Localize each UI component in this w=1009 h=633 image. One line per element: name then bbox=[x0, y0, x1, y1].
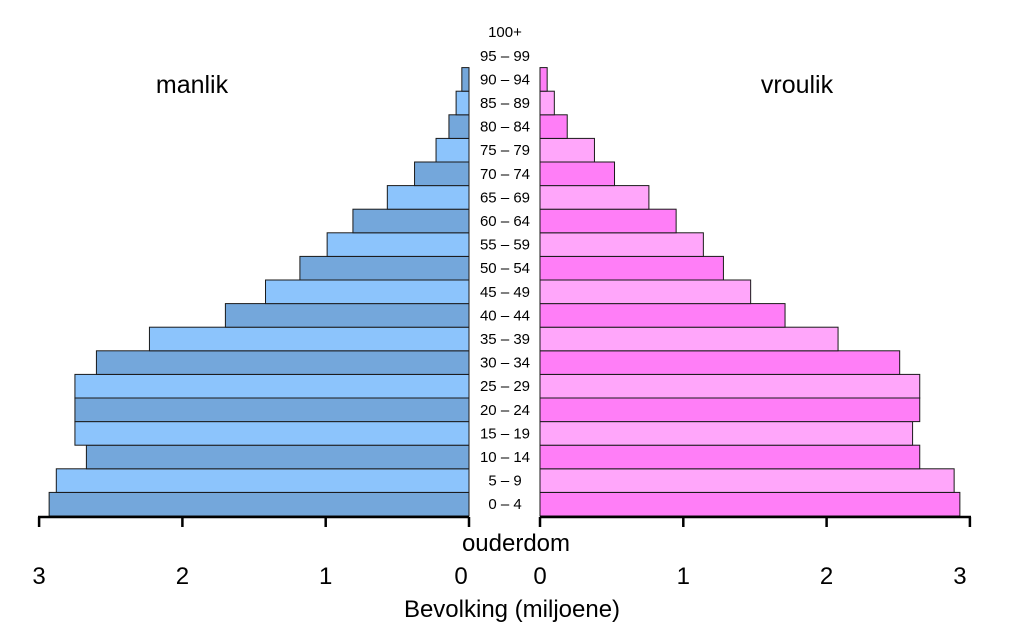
bar-female-16 bbox=[539, 114, 568, 139]
bar-male-7 bbox=[148, 326, 470, 352]
age-label-9: 45 – 49 bbox=[480, 284, 530, 301]
age-axis-title: ouderdom bbox=[462, 530, 570, 557]
bar-female-11 bbox=[539, 232, 704, 257]
age-label-8: 40 – 44 bbox=[480, 307, 530, 324]
population-axis-title: Bevolking (miljoene) bbox=[404, 596, 620, 623]
age-label-14: 70 – 74 bbox=[480, 166, 530, 183]
age-label-12: 60 – 64 bbox=[480, 213, 530, 230]
bar-male-13 bbox=[386, 185, 470, 210]
age-label-16: 80 – 84 bbox=[480, 119, 530, 136]
age-label-4: 20 – 24 bbox=[480, 402, 530, 419]
bar-female-14 bbox=[539, 161, 616, 187]
axis-tick-labels: 3 2 1 0 0 1 2 3 bbox=[32, 563, 966, 590]
tick-label-right-3: 3 bbox=[953, 563, 966, 590]
bar-female-10 bbox=[539, 255, 724, 281]
age-label-18: 90 – 94 bbox=[480, 71, 530, 88]
bar-female-9 bbox=[539, 279, 752, 305]
male-series-label: manlik bbox=[156, 71, 229, 99]
tick-label-left-0: 3 bbox=[32, 563, 45, 590]
age-label-0: 0 – 4 bbox=[488, 496, 521, 513]
bar-female-3 bbox=[539, 421, 914, 446]
bar-female-8 bbox=[539, 303, 786, 328]
bar-female-13 bbox=[539, 185, 650, 210]
age-label-19: 95 – 99 bbox=[480, 48, 530, 65]
bar-male-18 bbox=[461, 67, 470, 92]
age-label-7: 35 – 39 bbox=[480, 331, 530, 348]
bar-female-4 bbox=[539, 397, 921, 423]
bar-male-0 bbox=[48, 491, 470, 517]
bar-female-0 bbox=[539, 491, 961, 517]
female-series-label: vroulik bbox=[761, 71, 834, 99]
bar-male-11 bbox=[326, 232, 470, 257]
bar-male-15 bbox=[435, 137, 470, 163]
bar-male-12 bbox=[352, 208, 470, 234]
tick-label-right-1: 1 bbox=[677, 563, 690, 590]
bar-male-17 bbox=[455, 90, 470, 116]
bar-male-10 bbox=[299, 255, 470, 281]
bar-female-12 bbox=[539, 208, 677, 234]
tick-label-right-0: 0 bbox=[533, 563, 546, 590]
age-label-2: 10 – 14 bbox=[480, 449, 530, 466]
bar-male-1 bbox=[55, 468, 470, 493]
age-label-3: 15 – 19 bbox=[480, 425, 530, 442]
age-label-11: 55 – 59 bbox=[480, 237, 530, 254]
bar-female-7 bbox=[539, 326, 839, 352]
bar-female-1 bbox=[539, 468, 955, 493]
bar-male-8 bbox=[224, 303, 470, 328]
bar-female-15 bbox=[539, 137, 595, 163]
tick-label-left-1: 2 bbox=[176, 563, 189, 590]
bar-male-16 bbox=[448, 114, 470, 139]
age-label-10: 50 – 54 bbox=[480, 260, 530, 277]
bar-male-2 bbox=[85, 444, 470, 470]
age-label-20: 100+ bbox=[488, 24, 522, 41]
bar-male-14 bbox=[414, 161, 470, 187]
bar-female-6 bbox=[539, 350, 901, 375]
bar-male-3 bbox=[74, 421, 470, 446]
age-label-1: 5 – 9 bbox=[488, 473, 521, 490]
age-label-17: 85 – 89 bbox=[480, 95, 530, 112]
age-label-13: 65 – 69 bbox=[480, 189, 530, 206]
tick-label-right-2: 2 bbox=[820, 563, 833, 590]
male-bars bbox=[48, 67, 470, 517]
female-bars bbox=[539, 67, 961, 517]
bar-male-4 bbox=[74, 397, 470, 423]
age-label-5: 25 – 29 bbox=[480, 378, 530, 395]
age-label-15: 75 – 79 bbox=[480, 142, 530, 159]
axis-ticks bbox=[37, 517, 972, 527]
tick-label-left-3: 0 bbox=[454, 563, 467, 590]
bar-female-17 bbox=[539, 90, 555, 116]
bar-female-2 bbox=[539, 444, 921, 470]
tick-label-left-2: 1 bbox=[319, 563, 332, 590]
bar-female-5 bbox=[539, 373, 921, 399]
bar-male-6 bbox=[95, 350, 470, 375]
bar-male-5 bbox=[74, 373, 470, 399]
age-group-labels: 0 – 4 5 – 9 10 – 14 15 – 19 20 – 24 25 – 29 30… bbox=[480, 24, 530, 513]
age-label-6: 30 – 34 bbox=[480, 355, 530, 372]
bar-female-18 bbox=[539, 67, 548, 92]
bar-male-9 bbox=[265, 279, 470, 305]
